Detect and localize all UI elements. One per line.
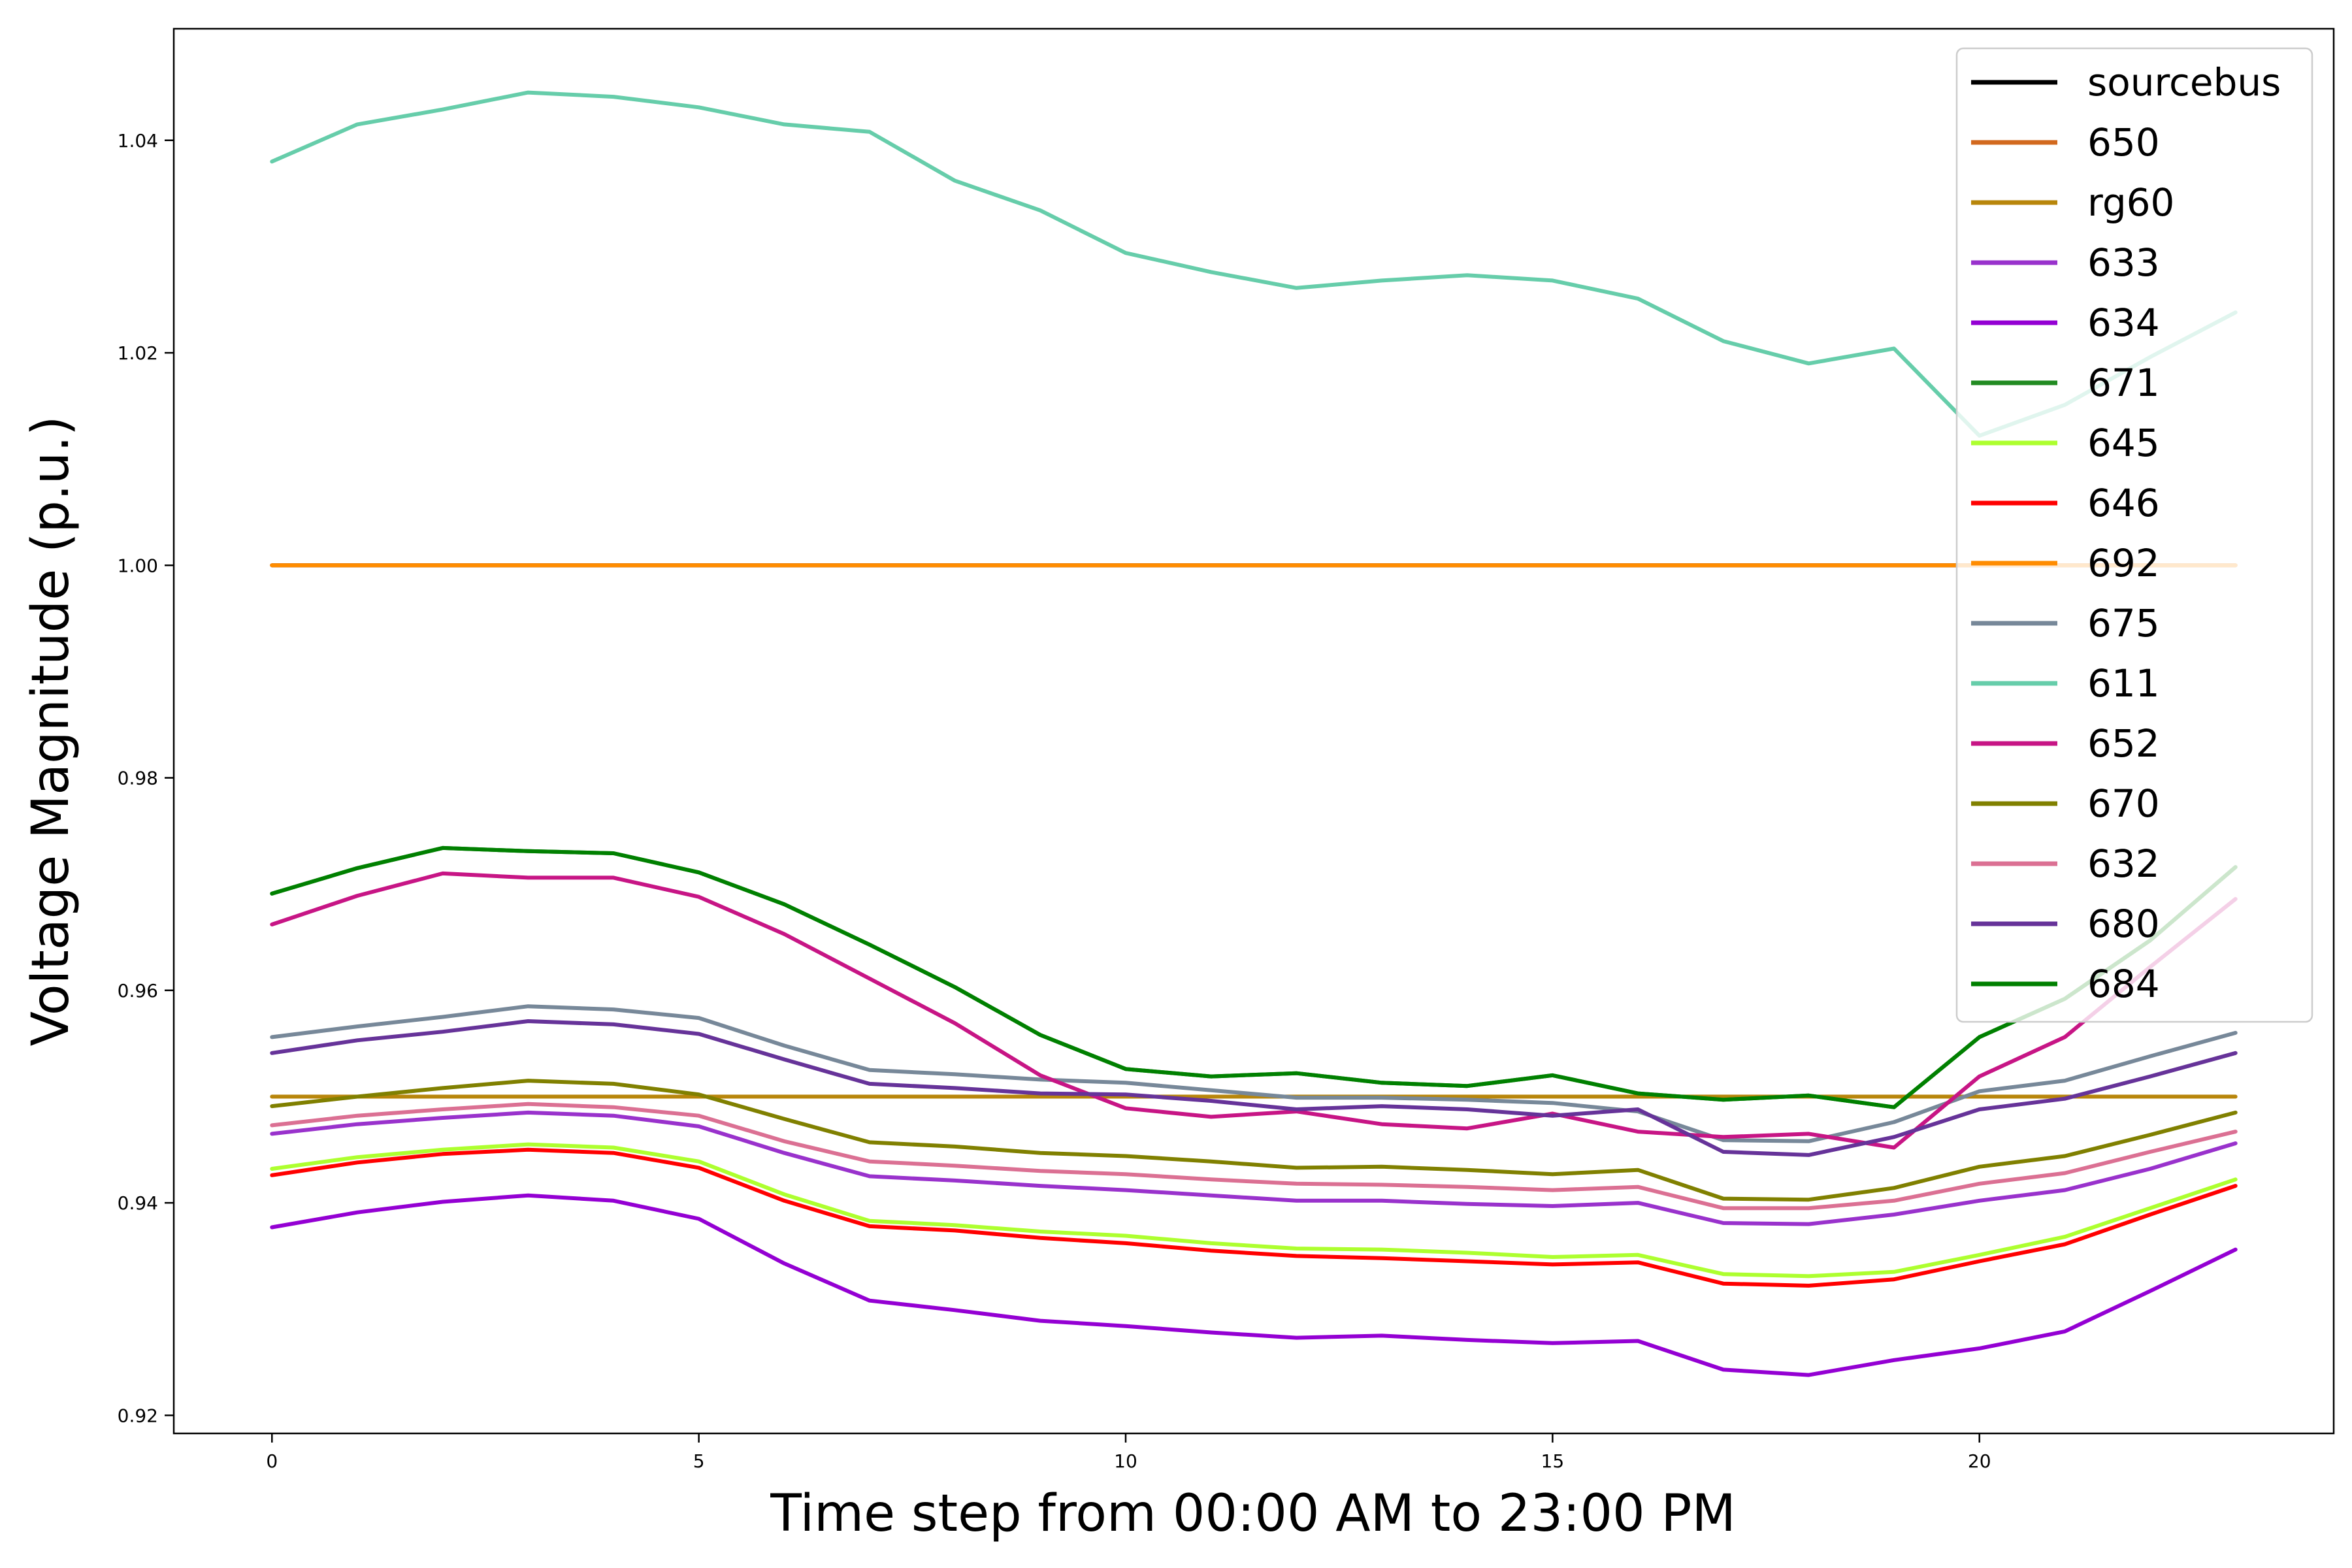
y-tick-label: 0.92 (118, 1405, 158, 1426)
y-axis-title: Voltage Magnitude (p.u.) (22, 416, 80, 1047)
x-tick-label: 20 (1968, 1450, 1991, 1472)
x-tick-label: 5 (693, 1450, 705, 1472)
legend-label-634: 634 (2087, 301, 2160, 345)
series-line-611 (270, 90, 2238, 438)
legend-label-671: 671 (2087, 361, 2160, 405)
legend-label-rg60: rg60 (2087, 180, 2174, 225)
plot-frame (172, 27, 2335, 1435)
series-line-680 (270, 1019, 2238, 1157)
series-line-632 (270, 1102, 2238, 1211)
series-line-684 (270, 845, 2238, 1109)
x-axis-ticks: 0 5 10 15 20 (266, 1433, 1991, 1472)
legend-label-670: 670 (2087, 781, 2160, 826)
x-tick-label: 15 (1541, 1450, 1565, 1472)
x-tick-label: 0 (266, 1450, 278, 1472)
legend-label-633: 633 (2087, 240, 2160, 285)
series-line-675 (270, 1004, 2238, 1143)
series-layer (270, 90, 2238, 1377)
y-tick-label: 1.04 (118, 130, 158, 152)
y-tick-label: 1.00 (118, 555, 158, 576)
legend-label-632: 632 (2087, 841, 2160, 886)
legend-label-675: 675 (2087, 601, 2160, 645)
legend-label-684: 684 (2087, 962, 2160, 1006)
y-tick-label: 0.94 (118, 1192, 158, 1214)
x-axis-title: Time step from 00:00 AM to 23:00 PM (770, 1484, 1736, 1543)
x-tick-label: 10 (1114, 1450, 1137, 1472)
series-line-652 (270, 871, 2238, 1150)
y-tick-label: 0.98 (118, 768, 158, 789)
series-line-670 (270, 1079, 2238, 1202)
legend-label-692: 692 (2087, 541, 2160, 585)
legend-label-611: 611 (2087, 661, 2160, 706)
legend: sourcebus 650 rg60 633 634 671 645 646 692 675 611… (1955, 47, 2313, 1023)
series-line-646 (270, 1147, 2238, 1288)
series-line-645 (270, 1142, 2238, 1279)
series-line-634 (270, 1193, 2238, 1377)
legend-box (1955, 47, 2313, 1023)
y-axis-ticks: 0.92 0.94 0.96 0.98 1.00 1.02 1.04 (118, 130, 174, 1426)
legend-label-sourcebus: sourcebus (2087, 60, 2281, 105)
legend-label-645: 645 (2087, 421, 2160, 465)
legend-label-680: 680 (2087, 902, 2160, 946)
y-tick-label: 1.02 (118, 342, 158, 364)
legend-label-652: 652 (2087, 721, 2160, 766)
legend-label-650: 650 (2087, 120, 2160, 165)
legend-label-646: 646 (2087, 481, 2160, 525)
y-tick-label: 0.96 (118, 980, 158, 1002)
series-line-633 (270, 1110, 2238, 1226)
